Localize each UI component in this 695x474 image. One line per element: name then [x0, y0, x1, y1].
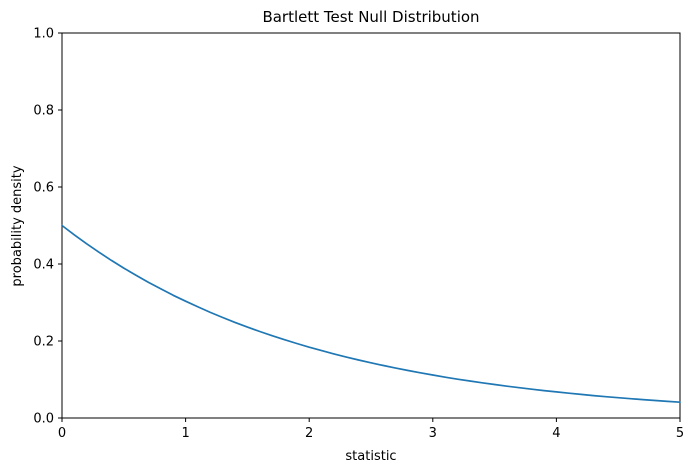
x-tick-label: 3 — [429, 426, 437, 441]
x-tick-label: 5 — [676, 426, 684, 441]
x-axis-ticks: 0 1 2 3 4 5 — [58, 418, 684, 441]
y-tick-label: 0.6 — [33, 181, 54, 196]
y-axis-label: probability density — [10, 165, 25, 286]
y-tick-label: 0.0 — [33, 412, 54, 427]
y-axis-ticks: 0.0 0.2 0.4 0.6 0.8 1.0 — [33, 27, 62, 427]
y-tick-label: 1.0 — [33, 27, 54, 42]
chart-title: Bartlett Test Null Distribution — [262, 8, 479, 26]
density-curve — [61, 224, 681, 404]
x-tick-label: 4 — [552, 426, 560, 441]
plot-border — [61, 32, 681, 419]
y-tick-label: 0.4 — [33, 258, 54, 273]
x-tick-label: 1 — [181, 426, 189, 441]
y-tick-label: 0.2 — [33, 335, 54, 350]
x-tick-label: 0 — [58, 426, 66, 441]
x-axis-label: statistic — [345, 449, 396, 464]
x-tick-label: 2 — [305, 426, 313, 441]
y-tick-label: 0.8 — [33, 104, 54, 119]
